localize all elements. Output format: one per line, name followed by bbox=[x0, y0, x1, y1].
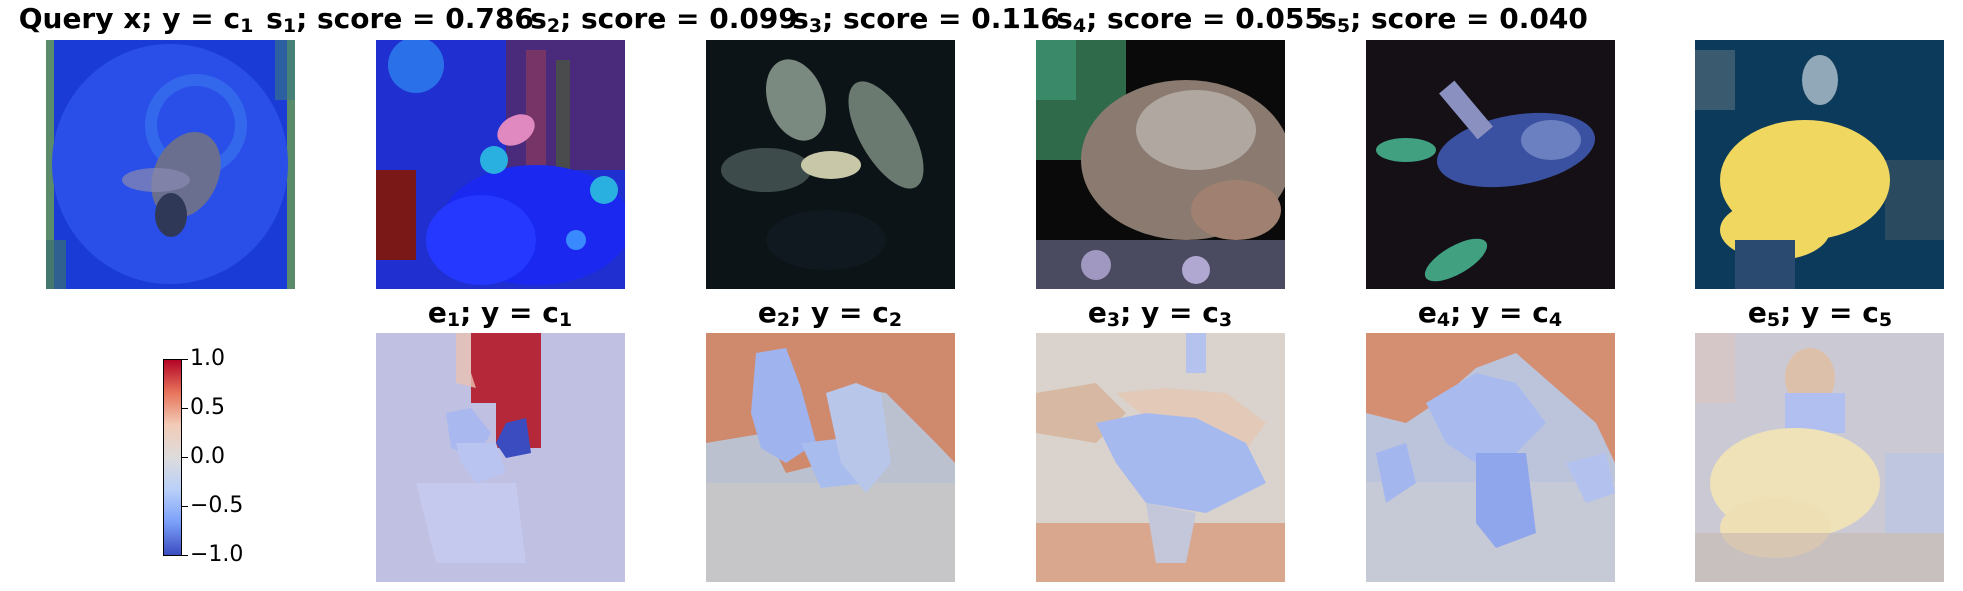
explanation-title-1-mid: ; y = c bbox=[460, 296, 559, 329]
explanation-title-3-mid: ; y = c bbox=[1120, 296, 1219, 329]
explanation-title-5-mid: ; y = c bbox=[1780, 296, 1879, 329]
explanation-map-2 bbox=[706, 333, 955, 582]
explanation-map-5 bbox=[1695, 333, 1944, 582]
support-title-5: s5; score = 0.040 bbox=[1289, 2, 1619, 37]
explanation-title-3-esub: 3 bbox=[1106, 309, 1121, 331]
explanation-title-2-csub: 2 bbox=[888, 309, 903, 331]
explanation-title-4: e4; y = c4 bbox=[1325, 296, 1655, 331]
colorbar-tick bbox=[182, 555, 188, 556]
explanation-title-5-csub: 5 bbox=[1878, 309, 1893, 331]
explanation-title-4-mid: ; y = c bbox=[1450, 296, 1549, 329]
support-title-3-score: ; score = 0.116 bbox=[822, 2, 1060, 35]
support-image-4 bbox=[1366, 40, 1615, 289]
support-title-4: s4; score = 0.055 bbox=[1025, 2, 1355, 37]
explanation-title-1: e1; y = c1 bbox=[335, 296, 665, 331]
colorbar bbox=[163, 359, 182, 556]
explanation-title-4-csub: 4 bbox=[1548, 309, 1563, 331]
query-title-main: Query x; y = c bbox=[18, 2, 241, 35]
explanation-title-1-e: e bbox=[427, 296, 447, 329]
explanation-map-4 bbox=[1366, 333, 1615, 582]
colorbar-tick-label: −1.0 bbox=[190, 542, 244, 567]
support-title-3-main: s bbox=[792, 2, 809, 35]
colorbar-tick-label: 0.0 bbox=[190, 444, 225, 469]
support-title-5-score: ; score = 0.040 bbox=[1350, 2, 1588, 35]
explanation-title-2-esub: 2 bbox=[776, 309, 791, 331]
support-title-4-score: ; score = 0.055 bbox=[1086, 2, 1324, 35]
colorbar-tick bbox=[182, 457, 188, 458]
explanation-title-2: e2; y = c2 bbox=[665, 296, 995, 331]
colorbar-tick bbox=[182, 408, 188, 409]
support-title-4-main: s bbox=[1056, 2, 1073, 35]
explanation-title-4-e: e bbox=[1417, 296, 1437, 329]
colorbar-tick bbox=[182, 506, 188, 507]
explanation-title-4-esub: 4 bbox=[1436, 309, 1451, 331]
colorbar-tick-label: −0.5 bbox=[190, 493, 244, 518]
support-title-2: s2; score = 0.099 bbox=[499, 2, 829, 37]
support-title-2-main: s bbox=[530, 2, 547, 35]
support-title-2-sub: 2 bbox=[546, 15, 561, 37]
explanation-title-3-csub: 3 bbox=[1218, 309, 1233, 331]
explanation-title-2-e: e bbox=[757, 296, 777, 329]
support-title-1-sub: 1 bbox=[282, 15, 297, 37]
query-title-sub: 1 bbox=[240, 15, 254, 37]
explanation-map-1 bbox=[376, 333, 625, 582]
support-title-1: s1; score = 0.786 bbox=[235, 2, 565, 37]
support-title-1-main: s bbox=[266, 2, 283, 35]
explanation-title-1-esub: 1 bbox=[446, 309, 461, 331]
support-title-4-sub: 4 bbox=[1072, 15, 1087, 37]
explanation-map-3 bbox=[1036, 333, 1285, 582]
support-image-1 bbox=[376, 40, 625, 289]
explanation-title-3: e3; y = c3 bbox=[995, 296, 1325, 331]
colorbar-tick bbox=[182, 359, 188, 360]
support-image-2 bbox=[706, 40, 955, 289]
colorbar-tick-label: 0.5 bbox=[190, 395, 225, 420]
colorbar-tick-label: 1.0 bbox=[190, 346, 225, 371]
explanation-title-2-mid: ; y = c bbox=[790, 296, 889, 329]
support-title-1-score: ; score = 0.786 bbox=[296, 2, 534, 35]
explanation-title-1-csub: 1 bbox=[558, 309, 573, 331]
support-image-3 bbox=[1036, 40, 1285, 289]
explanation-title-3-e: e bbox=[1087, 296, 1107, 329]
support-title-3: s3; score = 0.116 bbox=[761, 2, 1091, 37]
query-image bbox=[46, 40, 295, 289]
support-image-5 bbox=[1695, 40, 1944, 289]
explanation-title-5-esub: 5 bbox=[1766, 309, 1781, 331]
query-title: Query x; y = c1 bbox=[0, 2, 301, 37]
support-title-5-main: s bbox=[1320, 2, 1337, 35]
support-title-2-score: ; score = 0.099 bbox=[560, 2, 798, 35]
explanation-title-5: e5; y = c5 bbox=[1655, 296, 1963, 331]
explanation-title-5-e: e bbox=[1747, 296, 1767, 329]
support-title-5-sub: 5 bbox=[1336, 15, 1351, 37]
support-title-3-sub: 3 bbox=[808, 15, 823, 37]
